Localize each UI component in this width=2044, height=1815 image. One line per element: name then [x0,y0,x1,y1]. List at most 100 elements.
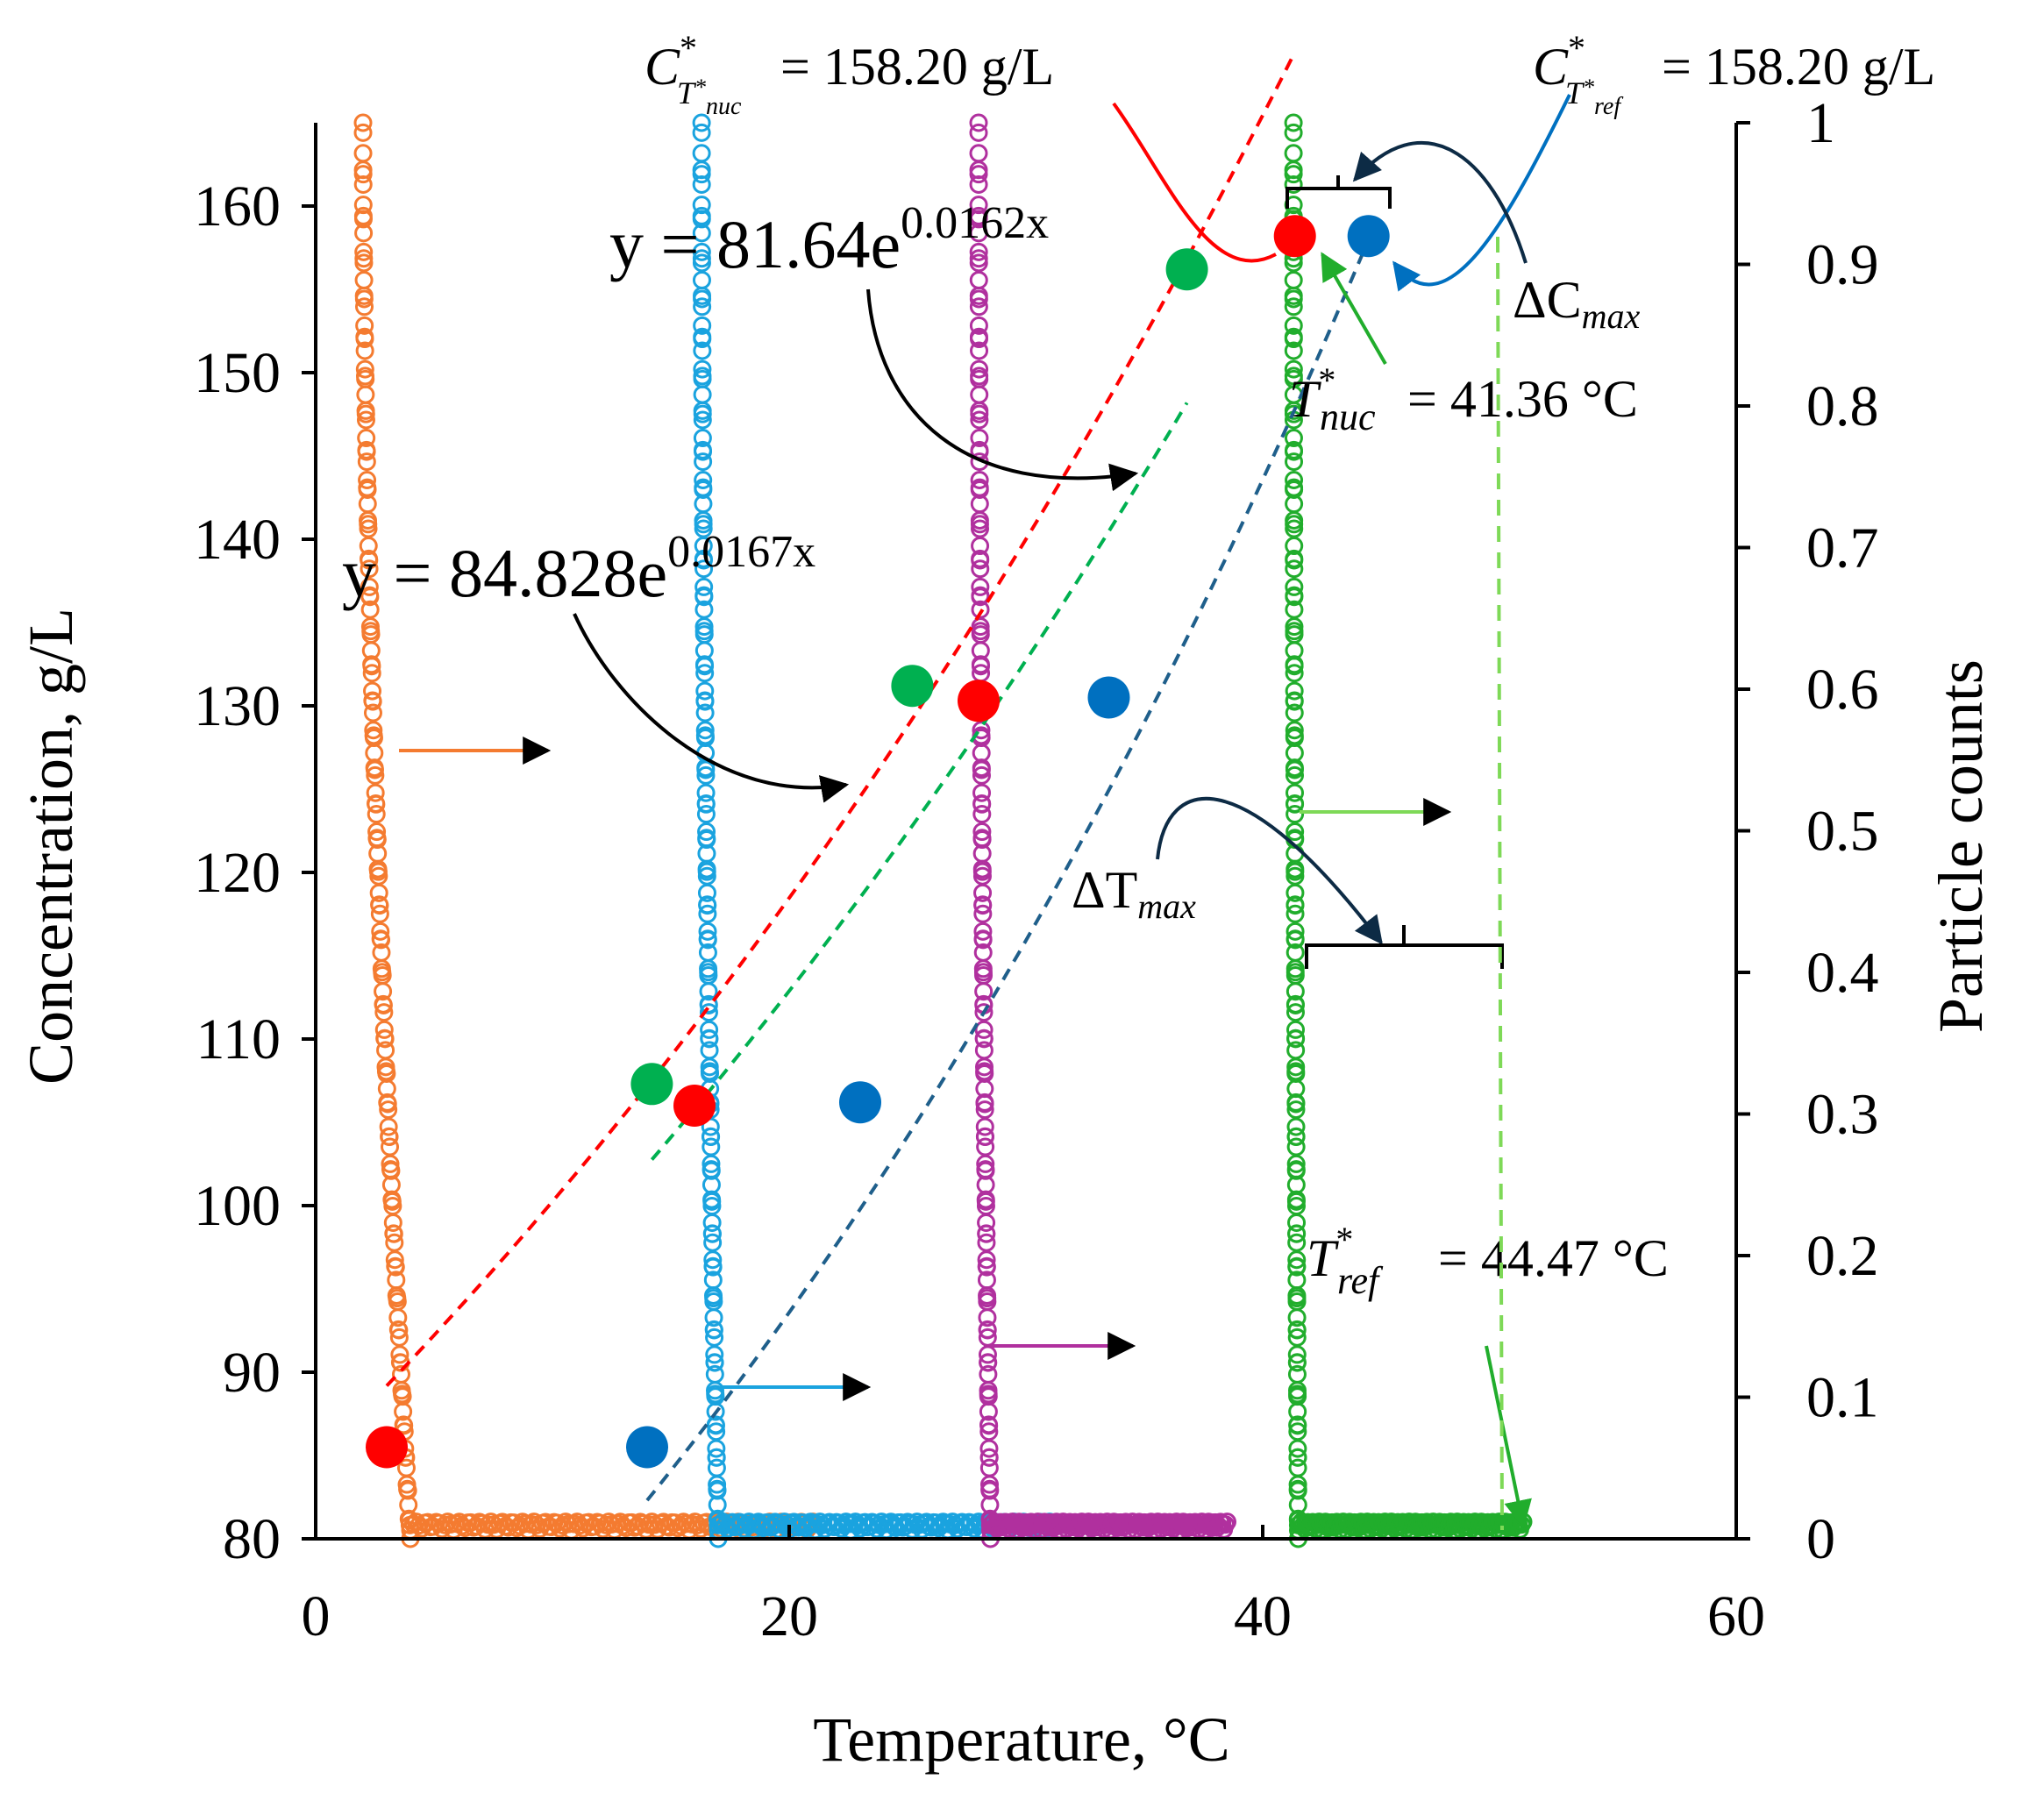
particle-point [379,1100,398,1120]
particle-point [705,1353,724,1372]
particle-point [969,113,988,132]
particle-point [703,1257,723,1277]
y2-tick-label: 0.9 [1806,233,1879,297]
particle-point [973,904,993,923]
particle-point [700,1020,719,1039]
y2-axis-title: Particle counts [1926,659,1996,1033]
particle-point [1287,1364,1307,1384]
particle-point [357,442,376,461]
particle-point [1285,664,1304,683]
particle-point [388,1308,408,1327]
particle-point [972,822,992,842]
particle-count-series [353,113,1533,1548]
axes [302,121,1750,1541]
y-tick-label: 110 [196,1007,281,1071]
particle-point [971,537,990,556]
particle-point [1285,471,1304,490]
particle-point [970,480,989,500]
particle-point [977,1213,996,1232]
particle-point [969,174,988,194]
data-point-nucleation-points [673,1085,716,1127]
particle-point [973,883,993,902]
arrow-delta-t [1156,797,1383,945]
particle-point [1286,794,1305,814]
particle-point [1284,165,1303,184]
particle-point [694,442,713,461]
y-tick-label: 80 [223,1507,281,1571]
particle-point [976,1137,995,1157]
particle-point [375,1029,395,1049]
particle-point [979,1364,998,1384]
particle-point [1286,805,1305,824]
particle-point [363,703,382,722]
particle-point [1285,452,1304,472]
particle-point [374,1003,394,1022]
particle-point [700,1029,719,1049]
particle-point [704,1308,723,1327]
particle-point [359,537,378,556]
particle-point [359,519,378,538]
particle-point [699,1003,718,1022]
t-ref-subscript: ref [1337,1259,1384,1302]
particle-point [1286,822,1305,842]
particle-point [1285,681,1304,701]
guide-t-ref [1496,236,1504,1531]
particle-point [971,551,990,570]
particle-point [707,1458,726,1477]
particle-point [1284,123,1303,142]
particle-point [969,165,988,184]
particle-point [1286,982,1305,1001]
particle-point [972,760,991,779]
arrow-t-nuc [1321,252,1387,365]
bracket-delta-t [1305,925,1504,969]
particle-point [370,904,389,923]
particle-point [702,1224,722,1243]
particle-point [703,1233,723,1252]
particle-point [390,1345,410,1364]
particle-point [380,1128,399,1147]
particle-point [696,794,716,814]
particle-point [697,883,716,902]
particle-point [1286,995,1305,1014]
particle-point [978,1308,997,1327]
delta-c-label: ΔCmax [1513,271,1640,336]
particle-point [702,1213,722,1232]
particle-point [376,1041,395,1060]
particle-point [1285,703,1304,722]
particle-point [970,429,989,448]
particle-point [969,297,988,317]
particle-point [1284,270,1303,289]
particle-point [363,681,382,701]
c-ref-value: = 158.20 g/L [1662,38,1935,96]
particle-point [705,1345,724,1364]
particle-point [696,783,716,802]
particle-point [394,1402,413,1421]
particle-point [381,1154,400,1173]
y-tick-label: 130 [194,674,281,738]
particle-point [1284,113,1303,132]
particle-point [970,404,989,424]
particle-point [1285,692,1304,711]
particle-point [384,1224,403,1243]
particle-point [1286,1128,1306,1147]
c-nuc-subscript: T*nuc [677,75,742,120]
particle-point [1286,1029,1306,1049]
particle-point [1284,316,1303,335]
arrow-t-ref [1485,1345,1532,1529]
particle-point [695,703,715,722]
particle-point [704,1320,723,1340]
particle-point [367,805,386,824]
particle-point [970,385,989,404]
particle-point [973,930,993,950]
particle-point [1285,442,1304,461]
particle-point [353,123,373,142]
particle-point [706,1402,725,1421]
data-point-reference-points [1087,676,1130,719]
particle-point [1286,896,1305,915]
particle-point [977,1250,996,1270]
y-tick-label: 90 [223,1341,281,1405]
particle-point [362,657,381,676]
particle-point [1286,1137,1306,1157]
particle-point [1286,1117,1306,1136]
particle-point [353,165,373,184]
